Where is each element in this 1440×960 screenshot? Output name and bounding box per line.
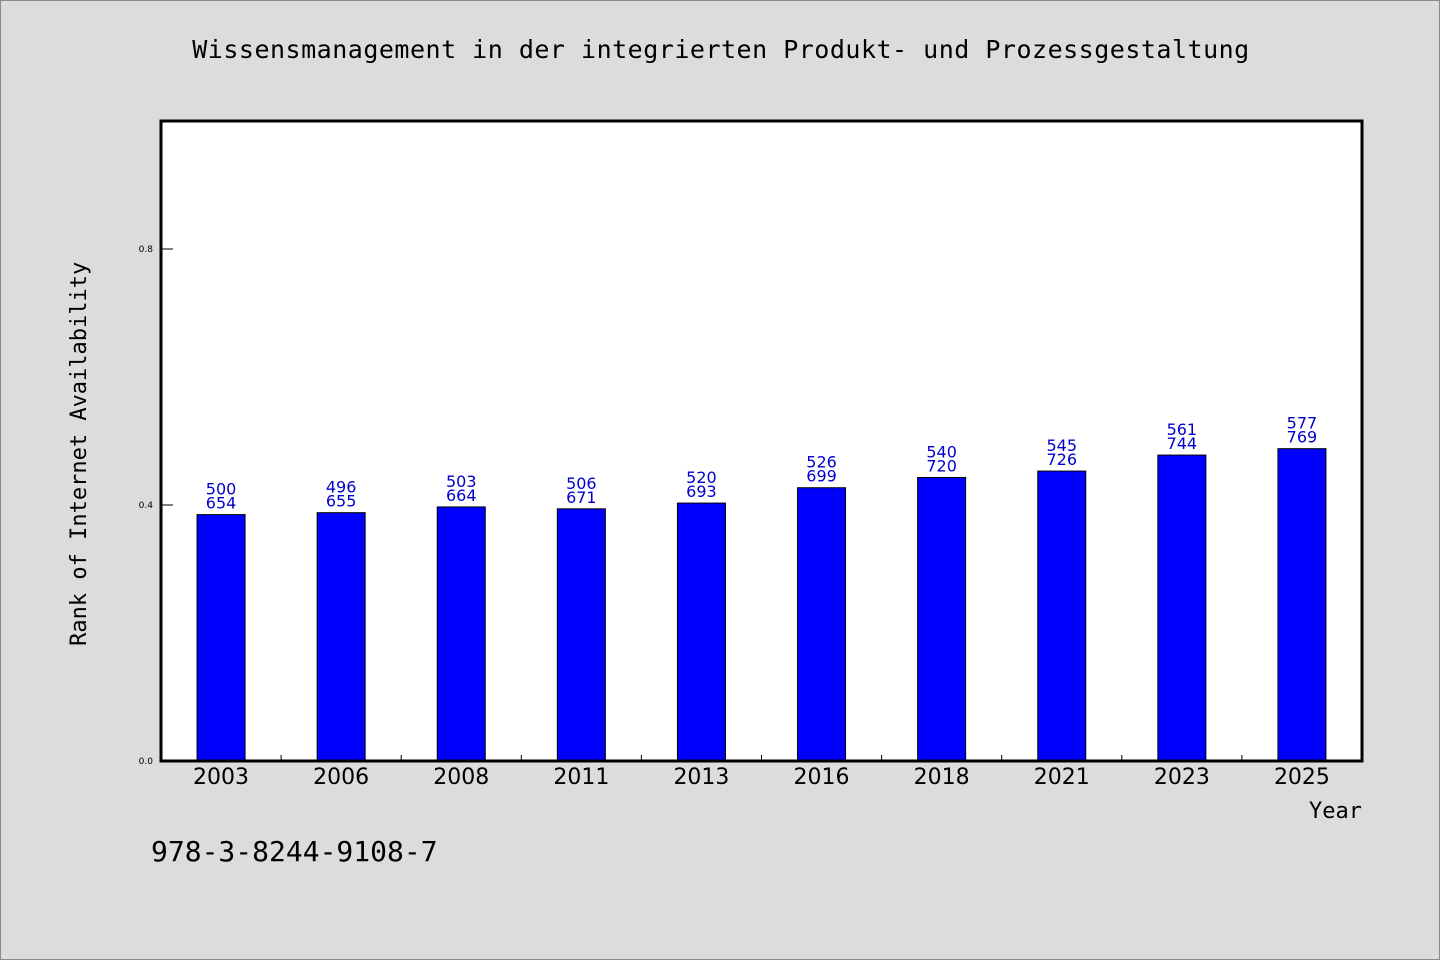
x-tick-label: 2025	[1274, 765, 1330, 790]
bar-value-label: 561	[1167, 420, 1198, 439]
bar-value-label: 655	[326, 492, 357, 511]
x-tick-label: 2013	[673, 765, 729, 790]
x-tick-label: 2011	[553, 765, 609, 790]
bar	[676, 502, 726, 762]
bar-value-label: 671	[566, 488, 597, 507]
x-axis-label: Year	[1309, 799, 1362, 824]
bar	[1277, 448, 1327, 762]
bar-value-label: 699	[806, 467, 837, 486]
y-axis-label: Rank of Internet Availability	[67, 262, 92, 646]
bar-value-label: 503	[446, 472, 477, 491]
bar-value-label: 496	[326, 478, 357, 497]
bar-value-label: 664	[446, 486, 477, 505]
bar-value-label: 693	[686, 482, 717, 501]
bar-value-label: 720	[926, 456, 957, 475]
bar	[196, 514, 246, 762]
x-tick-label: 2016	[794, 765, 850, 790]
bar-value-label: 540	[926, 442, 957, 461]
x-tick-label: 2003	[193, 765, 249, 790]
bar	[797, 487, 847, 762]
bar	[556, 508, 606, 762]
bar	[1157, 454, 1207, 762]
chart-title: Wissensmanagement in der integrierten Pr…	[192, 35, 1250, 64]
x-tick-label: 2008	[433, 765, 489, 790]
bar-value-label: 506	[566, 474, 597, 493]
y-tick-label: 0.8	[139, 245, 154, 255]
bar-value-label: 520	[686, 468, 717, 487]
bar	[917, 476, 967, 762]
bar-value-label: 726	[1046, 450, 1077, 469]
bar	[1037, 470, 1087, 762]
x-tick-label: 2023	[1154, 765, 1210, 790]
bar-value-label: 545	[1046, 436, 1077, 455]
bar	[316, 512, 366, 762]
bar-value-label: 744	[1167, 434, 1198, 453]
y-tick-label: 0.4	[139, 501, 154, 511]
isbn-label: 978-3-8244-9108-7	[151, 835, 438, 868]
bar	[436, 506, 486, 762]
x-tick-label: 2021	[1034, 765, 1090, 790]
plot-frame	[159, 119, 1364, 763]
bar-value-label: 654	[206, 494, 237, 513]
bar-value-label: 500	[206, 480, 237, 499]
bar-value-label: 526	[806, 453, 837, 472]
x-tick-label: 2018	[914, 765, 970, 790]
bar-value-label: 769	[1287, 428, 1318, 447]
y-tick-label: 0.0	[139, 757, 154, 767]
bar-value-label: 577	[1287, 414, 1318, 433]
x-tick-label: 2006	[313, 765, 369, 790]
